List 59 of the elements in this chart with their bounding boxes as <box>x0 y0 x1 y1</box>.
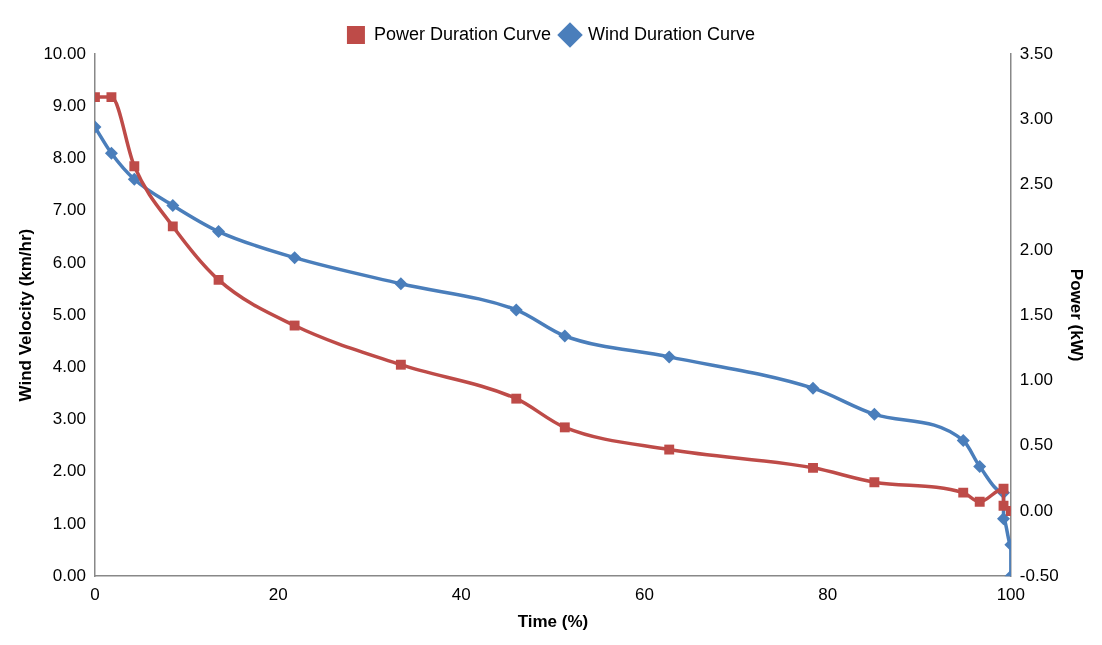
point <box>869 477 880 488</box>
point <box>956 433 970 447</box>
point <box>808 462 818 473</box>
point <box>394 277 408 291</box>
point <box>867 407 881 421</box>
point <box>289 320 300 331</box>
point <box>511 393 522 404</box>
y-tick-label: 3.00 <box>52 409 86 429</box>
y2-tick-label: 0.00 <box>1019 500 1053 520</box>
point <box>997 512 1011 526</box>
point <box>166 198 180 212</box>
legend-label: Power Duration Curve <box>373 23 552 44</box>
point <box>106 92 117 103</box>
y-axis-title: Wind Velocity (km/hr) <box>15 228 35 402</box>
y-tick-label: 10.00 <box>43 43 86 63</box>
x-tick-label: 60 <box>635 585 654 605</box>
x-tick-label: 20 <box>268 585 288 605</box>
point <box>213 274 224 285</box>
point <box>212 225 226 239</box>
y2-tick-label: 3.00 <box>1019 108 1053 128</box>
y-tick-label: 0.00 <box>52 565 86 585</box>
y2-axis-title: Power (kW) <box>1067 268 1087 362</box>
point <box>998 483 1009 494</box>
y-tick-label: 6.00 <box>52 252 86 272</box>
y-tick-label: 5.00 <box>52 304 86 324</box>
y2-tick-label: -0.50 <box>1019 565 1059 585</box>
y-tick-label: 7.00 <box>52 200 86 220</box>
legend-label: Wind Duration Curve <box>588 23 756 44</box>
point <box>558 329 572 343</box>
point <box>662 350 676 364</box>
point <box>167 221 178 232</box>
y2-tick-label: 0.50 <box>1019 435 1053 455</box>
x-tick-label: 40 <box>451 585 471 605</box>
point <box>509 303 523 317</box>
x-axis-title: Time (%) <box>517 612 589 632</box>
y-tick-label: 1.00 <box>52 513 86 533</box>
point <box>104 146 118 160</box>
point <box>129 161 140 172</box>
point <box>395 359 406 370</box>
point <box>288 251 302 265</box>
x-tick-label: 0 <box>90 585 100 605</box>
x-tick-label: 100 <box>996 585 1026 605</box>
y2-tick-label: 2.50 <box>1019 174 1053 194</box>
y2-tick-label: 2.00 <box>1019 239 1053 259</box>
point <box>559 422 570 433</box>
point <box>806 381 820 395</box>
y-tick-label: 4.00 <box>52 357 86 377</box>
point <box>127 172 141 186</box>
point <box>664 444 675 455</box>
point <box>958 487 969 498</box>
y-tick-label: 9.00 <box>52 95 86 115</box>
y-tick-label: 2.00 <box>52 461 86 481</box>
y2-tick-label: 3.50 <box>1019 43 1053 63</box>
y2-tick-label: 1.50 <box>1019 304 1053 324</box>
point <box>973 460 987 474</box>
y2-tick-label: 1.00 <box>1019 370 1053 390</box>
y-tick-label: 8.00 <box>52 148 86 168</box>
x-tick-label: 80 <box>818 585 838 605</box>
point <box>974 496 985 507</box>
